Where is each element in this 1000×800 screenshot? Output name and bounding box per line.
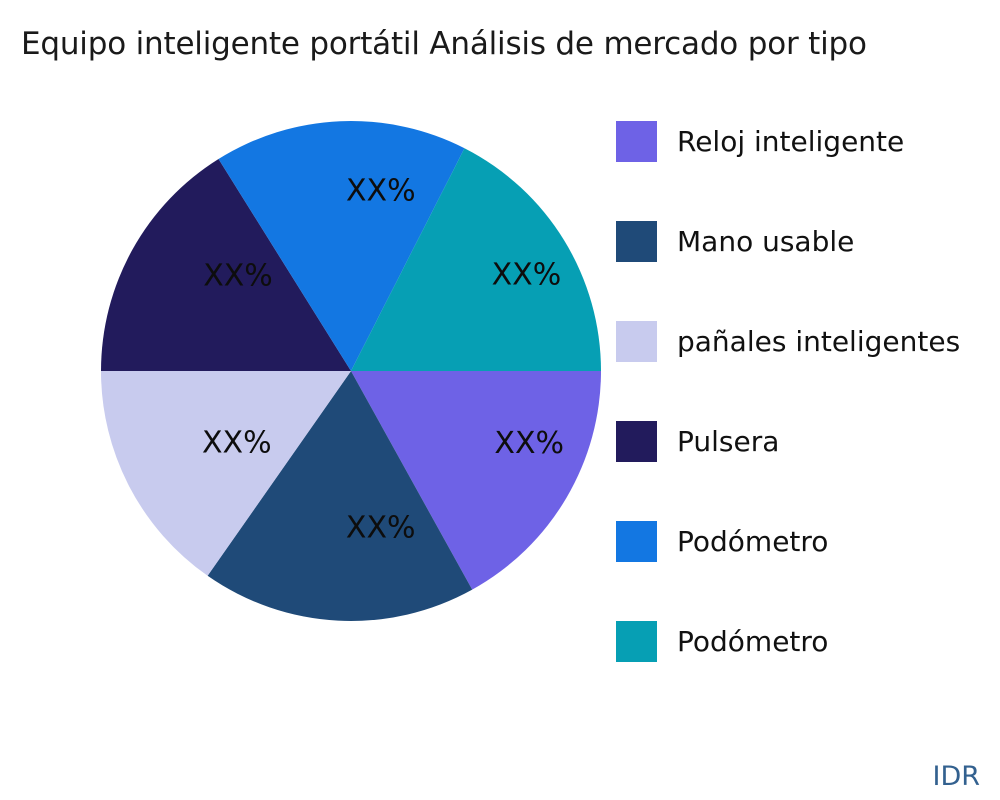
legend-item-reloj-inteligente: Reloj inteligente — [616, 121, 960, 162]
legend-label: Podómetro — [677, 525, 829, 558]
legend-item-panales-inteligentes: pañales inteligentes — [616, 321, 960, 362]
pie-slice-value-label: XX% — [346, 174, 416, 209]
legend-swatch-icon — [616, 221, 657, 262]
chart-title: Equipo inteligente portátil Análisis de … — [21, 26, 867, 62]
pie-slice-1 — [207, 371, 473, 621]
legend-item-podometro-2: Podómetro — [616, 621, 960, 662]
pie-slice-5 — [351, 148, 601, 371]
pie-slice-4 — [218, 121, 465, 371]
legend-label: Reloj inteligente — [677, 125, 905, 158]
legend-swatch-icon — [616, 421, 657, 462]
pie-slice-0 — [351, 371, 601, 590]
legend: Reloj inteligente Mano usable pañales in… — [616, 121, 960, 721]
legend-swatch-icon — [616, 521, 657, 562]
pie-slice-value-label: XX% — [494, 426, 564, 461]
pie-slice-value-label: XX% — [202, 425, 272, 460]
legend-swatch-icon — [616, 121, 657, 162]
pie-slice-value-label: XX% — [203, 259, 273, 294]
legend-label: pañales inteligentes — [677, 325, 961, 358]
legend-item-mano-usable: Mano usable — [616, 221, 960, 262]
legend-item-pulsera: Pulsera — [616, 421, 960, 462]
watermark-idr: IDR — [932, 761, 980, 792]
legend-label: Podómetro — [677, 625, 829, 658]
legend-swatch-icon — [616, 321, 657, 362]
pie-slice-value-label: XX% — [492, 258, 562, 293]
legend-swatch-icon — [616, 621, 657, 662]
legend-item-podometro-1: Podómetro — [616, 521, 960, 562]
legend-label: Mano usable — [677, 225, 855, 258]
pie-slice-3 — [101, 158, 351, 371]
legend-label: Pulsera — [677, 425, 780, 458]
pie-slice-2 — [101, 371, 351, 576]
pie-slice-value-label: XX% — [346, 511, 416, 546]
